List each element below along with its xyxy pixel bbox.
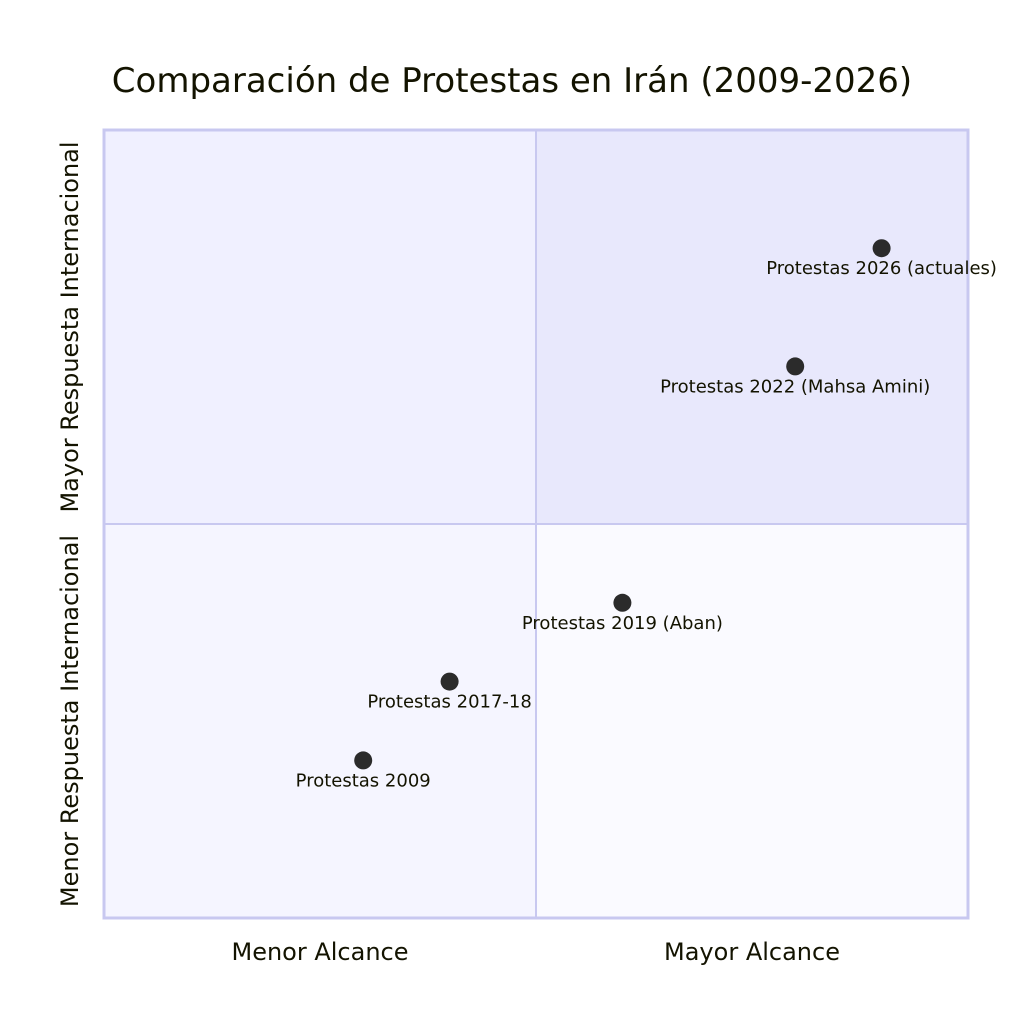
data-point-label: Protestas 2017-18 [367, 692, 531, 713]
data-point [440, 672, 459, 691]
y-axis-bottom-label: Menor Respuesta Internacional [56, 535, 84, 907]
data-point-label: Protestas 2022 (Mahsa Amini) [660, 376, 930, 397]
chart-title: Comparación de Protestas en Irán (2009-2… [112, 61, 912, 101]
quadrant-bottom-left [104, 524, 536, 918]
quadrant-top-right [536, 130, 968, 524]
x-axis-right-label: Mayor Alcance [664, 938, 840, 966]
data-point-label: Protestas 2009 [296, 770, 431, 791]
data-point [786, 357, 805, 376]
y-axis-top-label: Mayor Respuesta Internacional [56, 141, 84, 512]
data-point [872, 239, 891, 258]
data-point-label: Protestas 2019 (Aban) [522, 613, 723, 634]
x-axis-left-label: Menor Alcance [231, 938, 408, 966]
quadrant-top-left [104, 130, 536, 524]
data-point [354, 751, 373, 770]
data-point-label: Protestas 2026 (actuales) [766, 258, 997, 279]
plot-border [102, 128, 970, 920]
quadrant-bottom-right [536, 524, 968, 918]
data-point [613, 593, 632, 612]
